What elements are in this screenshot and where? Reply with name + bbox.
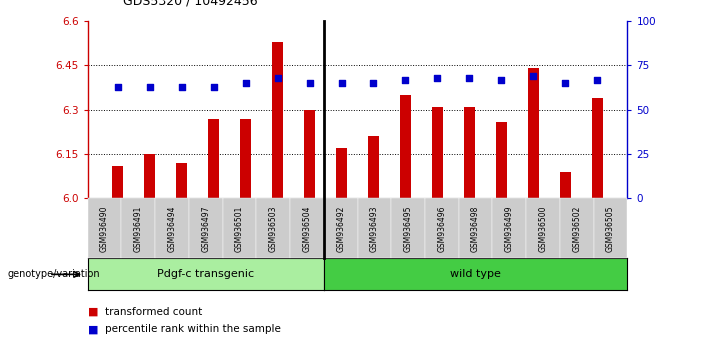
Text: GSM936491: GSM936491 bbox=[134, 205, 143, 252]
Text: GDS5320 / 10492456: GDS5320 / 10492456 bbox=[123, 0, 257, 7]
Text: wild type: wild type bbox=[450, 269, 501, 279]
Text: GSM936494: GSM936494 bbox=[168, 205, 177, 252]
Bar bbox=[368, 136, 379, 198]
Point bbox=[176, 84, 187, 90]
Text: GSM936499: GSM936499 bbox=[505, 205, 514, 252]
Point bbox=[208, 84, 219, 90]
Point bbox=[592, 77, 603, 82]
Bar bbox=[559, 172, 571, 198]
Text: GSM936492: GSM936492 bbox=[336, 205, 345, 252]
Point bbox=[528, 73, 539, 79]
Text: Pdgf-c transgenic: Pdgf-c transgenic bbox=[157, 269, 254, 279]
Point bbox=[432, 75, 443, 81]
Text: percentile rank within the sample: percentile rank within the sample bbox=[105, 324, 281, 334]
Bar bbox=[432, 107, 443, 198]
Text: GSM936505: GSM936505 bbox=[606, 205, 615, 252]
Text: ■: ■ bbox=[88, 307, 98, 316]
Bar bbox=[592, 98, 603, 198]
Point bbox=[559, 80, 571, 86]
Point bbox=[400, 77, 411, 82]
Bar bbox=[240, 119, 251, 198]
Point bbox=[464, 75, 475, 81]
Text: GSM936498: GSM936498 bbox=[471, 205, 480, 252]
Bar bbox=[400, 95, 411, 198]
Point bbox=[496, 77, 507, 82]
Text: GSM936490: GSM936490 bbox=[100, 205, 109, 252]
Text: transformed count: transformed count bbox=[105, 307, 203, 316]
Point bbox=[368, 80, 379, 86]
Bar bbox=[528, 68, 539, 198]
Bar bbox=[208, 119, 219, 198]
Text: ■: ■ bbox=[88, 324, 98, 334]
Text: GSM936497: GSM936497 bbox=[201, 205, 210, 252]
Point bbox=[240, 80, 251, 86]
Point bbox=[304, 80, 315, 86]
Bar bbox=[496, 121, 507, 198]
Text: GSM936496: GSM936496 bbox=[437, 205, 447, 252]
Bar bbox=[464, 107, 475, 198]
Bar bbox=[112, 166, 123, 198]
Bar bbox=[336, 148, 347, 198]
Text: genotype/variation: genotype/variation bbox=[7, 269, 100, 279]
Text: GSM936504: GSM936504 bbox=[302, 205, 311, 252]
Bar bbox=[176, 163, 187, 198]
Text: GSM936502: GSM936502 bbox=[572, 205, 581, 252]
Text: GSM936495: GSM936495 bbox=[404, 205, 413, 252]
Text: GSM936501: GSM936501 bbox=[235, 205, 244, 252]
Text: GSM936493: GSM936493 bbox=[370, 205, 379, 252]
Point bbox=[272, 75, 283, 81]
Point bbox=[112, 84, 123, 90]
Text: GSM936500: GSM936500 bbox=[538, 205, 547, 252]
Text: GSM936503: GSM936503 bbox=[268, 205, 278, 252]
Bar bbox=[272, 42, 283, 198]
Bar bbox=[144, 154, 156, 198]
Bar bbox=[304, 110, 315, 198]
Point bbox=[144, 84, 156, 90]
Point bbox=[336, 80, 347, 86]
